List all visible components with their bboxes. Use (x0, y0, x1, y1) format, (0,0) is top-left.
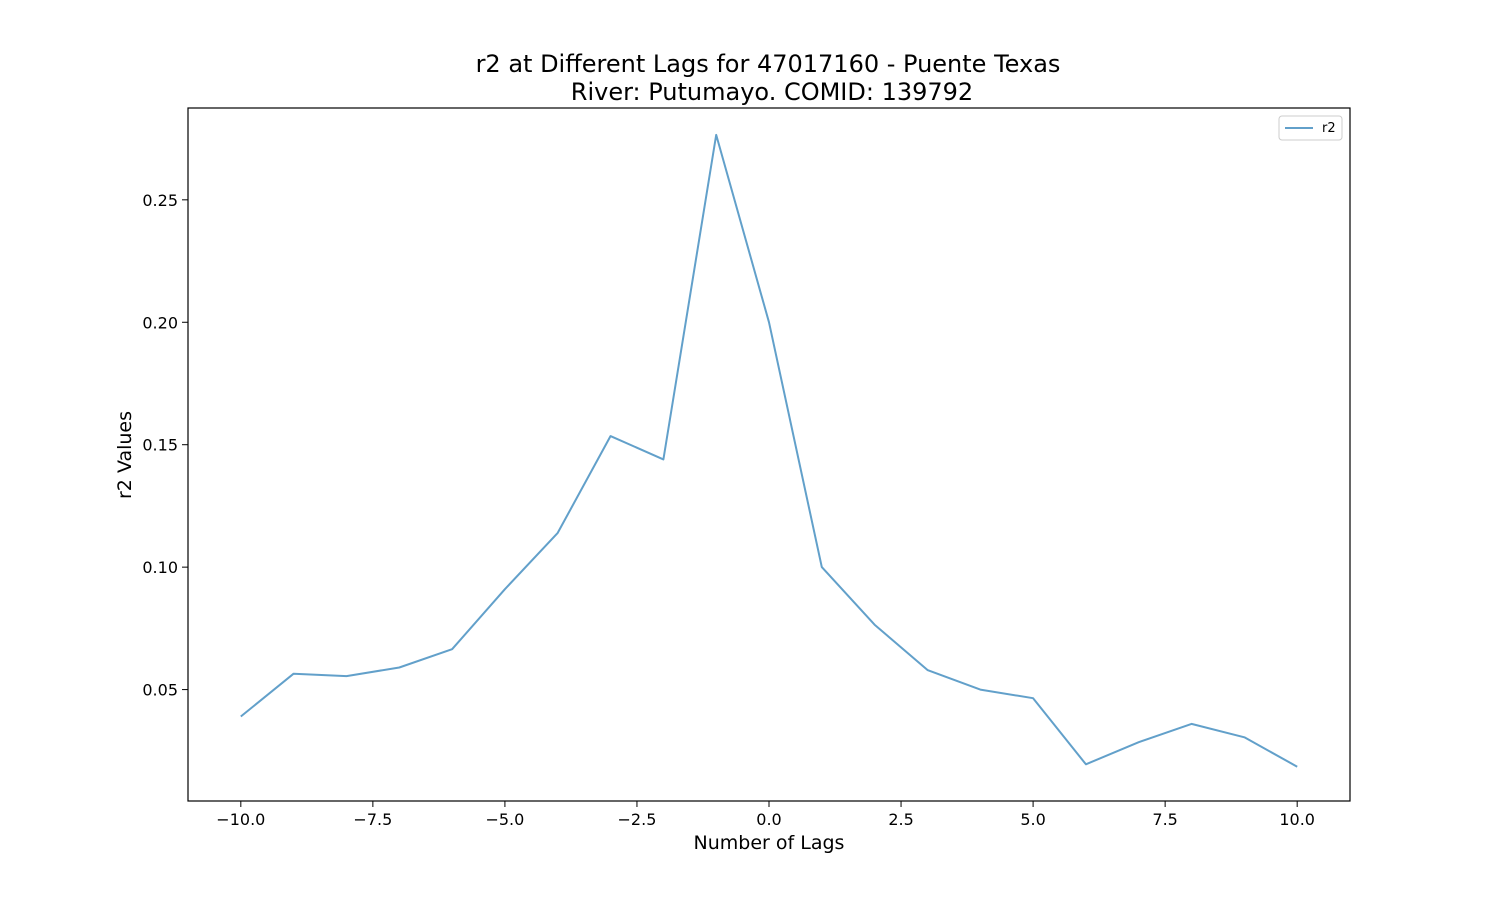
chart-subtitle: River: Putumayo. COMID: 139792 (571, 78, 973, 106)
legend-label-r2: r2 (1322, 121, 1336, 136)
x-tick-label: −10.0 (216, 810, 265, 829)
y-tick-label: 0.10 (142, 558, 178, 577)
y-axis-ticks: 0.05 0.10 0.15 0.20 0.25 (142, 191, 188, 700)
x-tick-label: 10.0 (1279, 810, 1315, 829)
chart-title: r2 at Different Lags for 47017160 - Puen… (476, 50, 1061, 78)
y-tick-label: 0.05 (142, 681, 178, 700)
x-axis-ticks: −10.0 −7.5 −5.0 −2.5 0.0 2.5 5.0 7.5 10.0 (216, 801, 1315, 829)
x-tick-label: −7.5 (353, 810, 392, 829)
x-tick-label: −2.5 (618, 810, 657, 829)
y-axis-label: r2 Values (114, 411, 136, 499)
x-tick-label: 7.5 (1152, 810, 1177, 829)
y-tick-label: 0.15 (142, 436, 178, 455)
x-tick-label: 5.0 (1020, 810, 1045, 829)
x-tick-label: 0.0 (756, 810, 781, 829)
y-tick-label: 0.20 (142, 313, 178, 332)
x-tick-label: 2.5 (888, 810, 913, 829)
x-tick-label: −5.0 (485, 810, 524, 829)
legend: r2 (1278, 115, 1343, 141)
plot-area-frame (187, 107, 1351, 802)
x-axis-label: Number of Lags (694, 832, 845, 854)
y-tick-label: 0.25 (142, 191, 178, 210)
series-line-r2 (240, 133, 1298, 768)
